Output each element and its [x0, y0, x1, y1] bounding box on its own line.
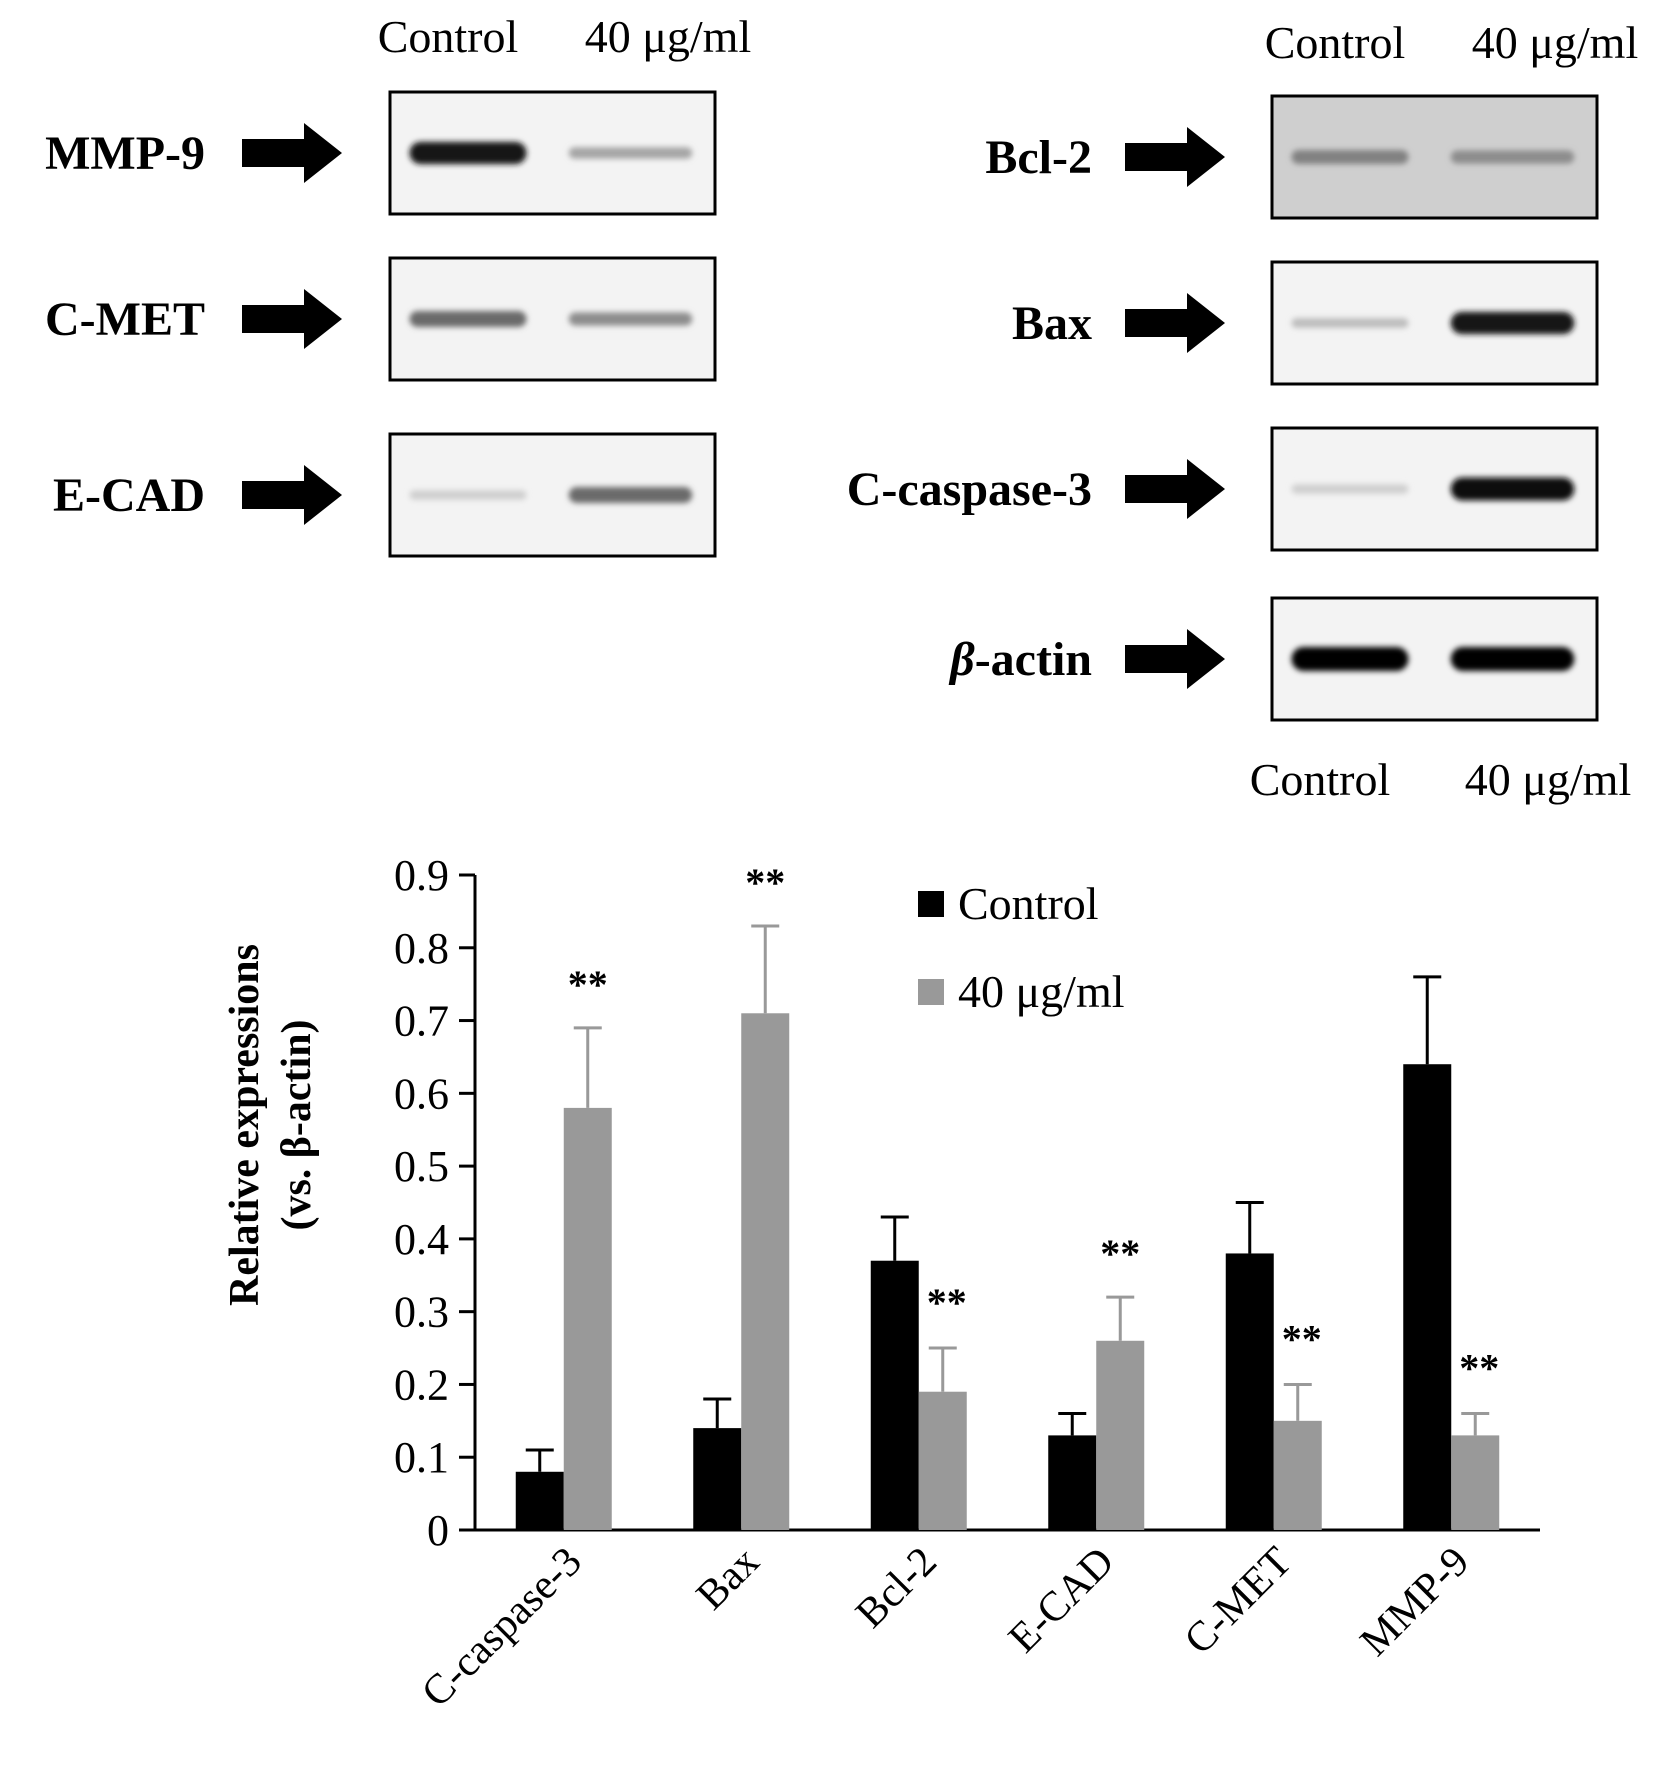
bar-40-g-ml-e-cad: [1096, 1340, 1145, 1530]
significance-mark-bax: **: [745, 860, 785, 905]
left-blot-label-mmp-9: MMP-9: [45, 127, 205, 180]
left-blot-label-c-met: C-MET: [45, 293, 205, 346]
significance-mark-bcl-2: **: [927, 1280, 967, 1325]
y-tick-label: 0.9: [394, 851, 449, 900]
x-tick-label-e-cad: E-CAD: [1000, 1539, 1123, 1662]
right-blot-arrow-c-caspase-3: [1125, 459, 1225, 519]
y-axis-label: Relative expressions (vs. β-actin): [222, 944, 320, 1306]
right-band-control-bax: [1291, 318, 1409, 328]
right-band-treated-bax: [1450, 311, 1575, 335]
y-tick-label: 0.8: [394, 924, 449, 973]
left-lane-label-treated: 40 μg/ml: [585, 11, 752, 62]
right-blot-row-beta-actin: β-actin: [948, 596, 1599, 722]
left-blot-arrow-e-cad: [242, 465, 342, 525]
bar-40-g-ml-bax: [741, 1013, 790, 1530]
bar-chart: Relative expressions (vs. β-actin) 0 0.1 0…: [222, 851, 1540, 1716]
left-blot-arrow-c-met: [242, 289, 342, 349]
left-blot-row-c-met: C-MET: [45, 256, 717, 382]
legend-swatch-control: [918, 891, 944, 917]
bar-control-bcl-2: [870, 1260, 919, 1530]
y-tick-label: 0.1: [394, 1433, 449, 1482]
significance-mark-mmp-9: **: [1459, 1346, 1499, 1391]
right-band-control-beta-actin: [1291, 647, 1409, 671]
left-blot-row-e-cad: E-CAD: [53, 432, 717, 558]
left-blot-panel: Control 40 μg/ml MMP-9 C-MET E-CAD: [45, 11, 752, 558]
bar-control-bax: [693, 1428, 742, 1530]
right-band-treated-c-caspase-3: [1450, 477, 1575, 501]
right-band-control-c-caspase-3: [1291, 484, 1409, 494]
left-band-control-e-cad: [409, 490, 527, 500]
right-blot-arrow-bcl-2: [1125, 127, 1225, 187]
left-band-control-mmp-9: [409, 141, 527, 165]
right-band-treated-beta-actin: [1450, 647, 1575, 671]
right-blot-label-bax: Bax: [1012, 297, 1092, 350]
right-blot-label-c-caspase-3: C-caspase-3: [847, 463, 1092, 516]
legend-label-control: Control: [958, 878, 1099, 929]
x-tick-label-bax: Bax: [688, 1539, 768, 1619]
right-blot-arrow-beta-actin: [1125, 629, 1225, 689]
significance-mark-e-cad: **: [1100, 1231, 1140, 1276]
right-blot-arrow-bax: [1125, 293, 1225, 353]
x-tick-label-mmp-9: MMP-9: [1352, 1539, 1479, 1666]
left-lane-label-control: Control: [378, 11, 519, 62]
y-axis-label-line1: Relative expressions: [222, 944, 268, 1306]
legend-swatch-40-g-ml: [918, 979, 944, 1005]
right-blot-row-bax: Bax: [1012, 260, 1599, 386]
y-tick-label: 0.4: [394, 1215, 449, 1264]
left-blot-row-mmp-9: MMP-9: [45, 90, 717, 216]
significance-mark-c-caspase-3: **: [568, 962, 608, 1007]
bar-control-c-met: [1225, 1253, 1274, 1530]
right-lane-label-control-bottom: Control: [1250, 754, 1391, 805]
right-blot-panel: Control 40 μg/ml Bcl-2 Bax C-caspase-3 β-ac…: [847, 17, 1639, 805]
legend: Control 40 μg/ml: [918, 878, 1125, 1017]
y-tick-label: 0.2: [394, 1360, 449, 1409]
bar-control-e-cad: [1048, 1435, 1097, 1530]
left-blot-arrow-mmp-9: [242, 123, 342, 183]
y-axis-label-line2: (vs. β-actin): [274, 1019, 320, 1230]
bar-40-g-ml-bcl-2: [918, 1391, 967, 1530]
left-band-control-c-met: [409, 311, 527, 327]
left-blot-label-e-cad: E-CAD: [53, 469, 205, 522]
y-tick-label: 0.3: [394, 1288, 449, 1337]
right-lane-label-control-top: Control: [1265, 17, 1406, 68]
right-lane-label-treated-top: 40 μg/ml: [1472, 17, 1639, 68]
y-tick-label: 0.7: [394, 997, 449, 1046]
bar-control-mmp-9: [1403, 1064, 1452, 1530]
right-blot-label-bcl-2: Bcl-2: [985, 131, 1092, 184]
y-tick-label: 0.6: [394, 1069, 449, 1118]
y-tick-label: 0.5: [394, 1142, 449, 1191]
x-tick-label-c-met: C-MET: [1176, 1539, 1301, 1664]
left-band-treated-e-cad: [568, 487, 693, 503]
right-lane-label-treated-bottom: 40 μg/ml: [1465, 754, 1632, 805]
x-tick-label-c-caspase-3: C-caspase-3: [413, 1539, 591, 1717]
right-blot-row-c-caspase-3: C-caspase-3: [847, 426, 1599, 552]
bar-control-c-caspase-3: [515, 1471, 564, 1530]
right-band-treated-bcl-2: [1450, 150, 1575, 164]
right-blot-row-bcl-2: Bcl-2: [985, 94, 1599, 220]
significance-mark-c-met: **: [1282, 1316, 1322, 1361]
bar-40-g-ml-c-caspase-3: [563, 1107, 612, 1530]
legend-label-40-g-ml: 40 μg/ml: [958, 966, 1125, 1017]
right-band-control-bcl-2: [1291, 149, 1409, 165]
bar-40-g-ml-mmp-9: [1451, 1435, 1500, 1530]
left-band-treated-c-met: [568, 312, 693, 326]
x-tick-label-bcl-2: Bcl-2: [847, 1539, 946, 1638]
right-blot-label-beta-actin: β-actin: [948, 633, 1092, 686]
y-tick-label: 0: [427, 1506, 449, 1555]
left-band-treated-mmp-9: [568, 147, 693, 159]
bar-40-g-ml-c-met: [1273, 1420, 1322, 1530]
